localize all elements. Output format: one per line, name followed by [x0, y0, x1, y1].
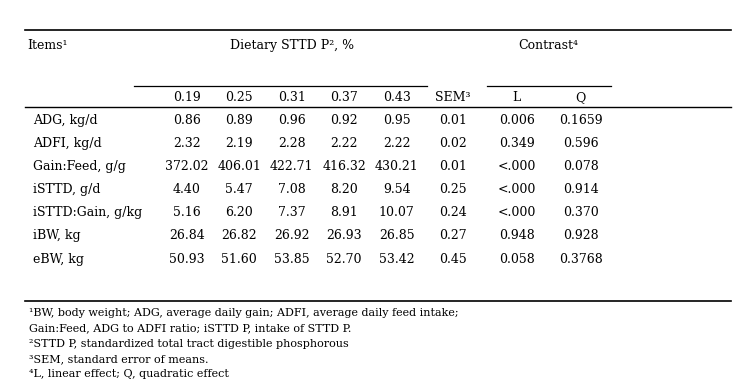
Text: 0.914: 0.914 [562, 183, 599, 196]
Text: 0.596: 0.596 [562, 137, 599, 150]
Text: 26.84: 26.84 [169, 230, 205, 242]
Text: 422.71: 422.71 [270, 160, 314, 173]
Text: 0.25: 0.25 [225, 91, 253, 104]
Text: 2.22: 2.22 [383, 137, 411, 150]
Text: 0.89: 0.89 [225, 114, 253, 127]
Text: 0.01: 0.01 [439, 160, 467, 173]
Text: 7.37: 7.37 [278, 206, 305, 219]
Text: Items¹: Items¹ [27, 39, 68, 52]
Text: Gain:Feed, ADG to ADFI ratio; iSTTD P, intake of STTD P.: Gain:Feed, ADG to ADFI ratio; iSTTD P, i… [29, 323, 352, 334]
Text: 0.058: 0.058 [499, 253, 534, 265]
Text: ADG, kg/d: ADG, kg/d [33, 114, 98, 127]
Text: ³SEM, standard error of means.: ³SEM, standard error of means. [29, 354, 209, 364]
Text: Gain:Feed, g/g: Gain:Feed, g/g [33, 160, 125, 173]
Text: Q: Q [575, 91, 586, 104]
Text: 5.16: 5.16 [173, 206, 200, 219]
Text: 2.22: 2.22 [330, 137, 358, 150]
Text: 26.82: 26.82 [222, 230, 257, 242]
Text: 2.19: 2.19 [225, 137, 253, 150]
Text: 4.40: 4.40 [172, 183, 200, 196]
Text: 0.95: 0.95 [383, 114, 411, 127]
Text: 372.02: 372.02 [165, 160, 209, 173]
Text: 0.86: 0.86 [172, 114, 200, 127]
Text: ¹BW, body weight; ADG, average daily gain; ADFI, average daily feed intake;: ¹BW, body weight; ADG, average daily gai… [29, 308, 459, 318]
Text: 0.96: 0.96 [277, 114, 305, 127]
Text: eBW, kg: eBW, kg [33, 253, 84, 265]
Text: 26.85: 26.85 [379, 230, 414, 242]
Text: 0.928: 0.928 [562, 230, 599, 242]
Text: iBW, kg: iBW, kg [33, 230, 80, 242]
Text: Dietary STTD P², %: Dietary STTD P², % [230, 39, 354, 52]
Text: <.000: <.000 [497, 160, 536, 173]
Text: iSTTD:Gain, g/kg: iSTTD:Gain, g/kg [33, 206, 142, 219]
Text: 8.20: 8.20 [330, 183, 358, 196]
Text: 53.85: 53.85 [274, 253, 309, 265]
Text: 0.370: 0.370 [562, 206, 599, 219]
Text: 2.28: 2.28 [278, 137, 305, 150]
Text: 6.20: 6.20 [225, 206, 253, 219]
Text: 5.47: 5.47 [225, 183, 253, 196]
Text: L: L [513, 91, 521, 104]
Text: 0.01: 0.01 [439, 114, 467, 127]
Text: 0.3768: 0.3768 [559, 253, 603, 265]
Text: 0.078: 0.078 [562, 160, 599, 173]
Text: SEM³: SEM³ [435, 91, 471, 104]
Text: 416.32: 416.32 [322, 160, 366, 173]
Text: 26.93: 26.93 [327, 230, 362, 242]
Text: 0.27: 0.27 [439, 230, 467, 242]
Text: 0.24: 0.24 [439, 206, 467, 219]
Text: ⁴L, linear effect; Q, quadratic effect: ⁴L, linear effect; Q, quadratic effect [29, 369, 229, 378]
Text: 10.07: 10.07 [379, 206, 414, 219]
Text: 0.349: 0.349 [499, 137, 534, 150]
Text: 0.006: 0.006 [499, 114, 534, 127]
Text: 50.93: 50.93 [169, 253, 204, 265]
Text: 53.42: 53.42 [379, 253, 414, 265]
Text: 2.32: 2.32 [173, 137, 200, 150]
Text: ADFI, kg/d: ADFI, kg/d [33, 137, 101, 150]
Text: 0.19: 0.19 [173, 91, 200, 104]
Text: 0.02: 0.02 [439, 137, 467, 150]
Text: 406.01: 406.01 [217, 160, 261, 173]
Text: 9.54: 9.54 [383, 183, 411, 196]
Text: 0.37: 0.37 [330, 91, 358, 104]
Text: 26.92: 26.92 [274, 230, 309, 242]
Text: 51.60: 51.60 [222, 253, 257, 265]
Text: Contrast⁴: Contrast⁴ [519, 39, 578, 52]
Text: 430.21: 430.21 [375, 160, 419, 173]
Text: <.000: <.000 [497, 183, 536, 196]
Text: <.000: <.000 [497, 206, 536, 219]
Text: 0.31: 0.31 [277, 91, 305, 104]
Text: 0.92: 0.92 [330, 114, 358, 127]
Text: 52.70: 52.70 [327, 253, 362, 265]
Text: 8.91: 8.91 [330, 206, 358, 219]
Text: ²STTD P, standardized total tract digestible phosphorous: ²STTD P, standardized total tract digest… [29, 339, 349, 349]
Text: 0.1659: 0.1659 [559, 114, 603, 127]
Text: 0.43: 0.43 [383, 91, 411, 104]
Text: 0.25: 0.25 [439, 183, 467, 196]
Text: 0.45: 0.45 [439, 253, 467, 265]
Text: iSTTD, g/d: iSTTD, g/d [33, 183, 101, 196]
Text: 7.08: 7.08 [277, 183, 305, 196]
Text: 0.948: 0.948 [499, 230, 534, 242]
